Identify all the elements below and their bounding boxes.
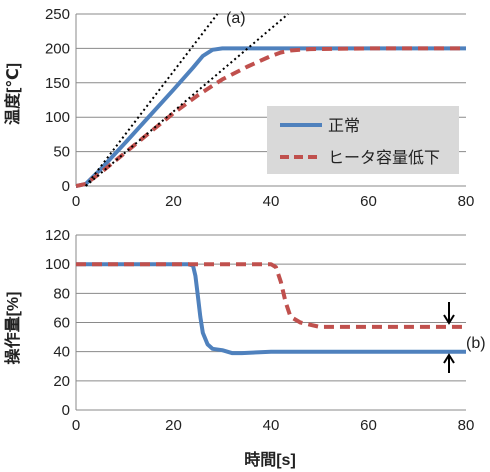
control-output-panel: 0 20 40 60 80 100 120 0 20 40 60 80 [45,227,474,434]
bottom-ytick-label: 40 [53,344,70,361]
top-xtick-label: 20 [165,193,182,210]
bottom-xtick-label: 60 [360,417,377,434]
bottom-ytick-label: 120 [45,227,70,244]
top-ytick-label: 250 [45,6,70,23]
top-ytick-label: 100 [45,109,70,126]
top-ytick-label: 150 [45,75,70,92]
bottom-series-normal-line [76,262,466,356]
top-tangent-line-2 [85,13,219,187]
bottom-ytick-label: 60 [53,315,70,332]
bottom-xtick-label: 80 [458,417,475,434]
bottom-ytick-label: 80 [53,285,70,302]
annotation-b: (b) [466,335,486,352]
bottom-series-reduced-line [76,262,466,329]
top-ytick-label: 50 [53,144,70,161]
legend: 正常 ヒータ容量低下 [267,106,459,174]
bottom-xtick-label: 20 [165,417,182,434]
top-xtick-label: 60 [360,193,377,210]
top-series-normal-line [76,46,466,188]
top-xtick-label: 80 [458,193,475,210]
annotation-a: (a) [226,10,246,27]
legend-reduced-label: ヒータ容量低下 [328,149,440,167]
bottom-xtick-label: 40 [263,417,280,434]
bottom-xlabel: 時間[s] [244,450,296,469]
bottom-ytick-label: 0 [62,402,70,419]
arrow-up-icon [443,353,455,373]
bottom-xtick-label: 0 [72,417,80,434]
top-tangent-line-3 [85,13,289,187]
bottom-ytick-label: 100 [45,256,70,273]
legend-normal-label: 正常 [328,117,360,135]
top-ytick-label: 200 [45,40,70,57]
temperature-panel: 0 50 100 150 200 250 0 20 40 60 80 [45,6,474,210]
legend-background [267,106,459,174]
bottom-ylabel: 操作量[%] [3,292,22,365]
bottom-ytick-label: 20 [53,373,70,390]
arrow-down-icon [443,302,455,325]
top-xtick-label: 40 [263,193,280,210]
top-ytick-label: 0 [62,178,70,195]
top-xtick-label: 0 [72,193,80,210]
top-ylabel: 温度[℃] [3,63,22,126]
